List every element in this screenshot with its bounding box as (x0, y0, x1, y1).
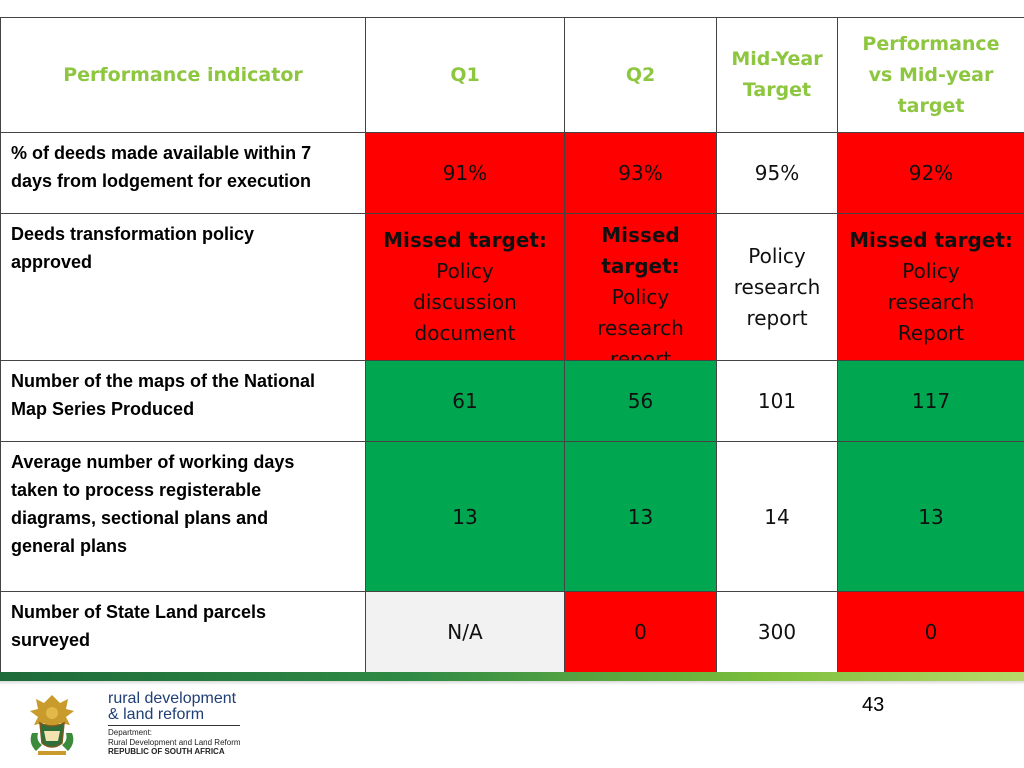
header-mid-year-target: Mid-Year Target (716, 17, 838, 133)
q2-value: 13 (564, 441, 717, 592)
performance-value: 92% (837, 132, 1024, 214)
table-row: Number of State Land parcels surveyed N/… (0, 591, 1024, 673)
q2-value: 93% (564, 132, 717, 214)
mid-year-target-value: Policy research report (716, 213, 838, 361)
indicator-cell: Average number of working days taken to … (0, 441, 366, 592)
mid-year-target-value: 95% (716, 132, 838, 214)
q2-value: 56 (564, 360, 717, 442)
header-performance-indicator: Performance indicator (0, 17, 366, 133)
header-performance-vs-mid-year: Performance vs Mid-year target (837, 17, 1024, 133)
q1-value: 61 (365, 360, 565, 442)
logo-title: rural development & land reform (108, 690, 237, 723)
department-logo: rural development & land reform Departme… (26, 691, 241, 761)
footer-color-band (0, 672, 1024, 681)
table-row: Number of the maps of the National Map S… (0, 360, 1024, 442)
indicator-cell: % of deeds made available within 7 days … (0, 132, 366, 214)
table-row: Average number of working days taken to … (0, 441, 1024, 592)
mid-year-target-value: 300 (716, 591, 838, 673)
table-row: % of deeds made available within 7 days … (0, 132, 1024, 214)
q2-value: 0 (564, 591, 717, 673)
mid-year-target-value: 14 (716, 441, 838, 592)
table-header-row: Performance indicator Q1 Q2 Mid-Year Tar… (0, 17, 1024, 133)
mid-year-target-value: 101 (716, 360, 838, 442)
indicator-cell: Deeds transformation policy approved (0, 213, 366, 361)
performance-value: 0 (837, 591, 1024, 673)
q2-value: Missed target: Policy research report (564, 213, 717, 361)
header-q2: Q2 (564, 17, 717, 133)
header-q1: Q1 (365, 17, 565, 133)
performance-table: Performance indicator Q1 Q2 Mid-Year Tar… (0, 17, 1024, 673)
q1-value: 13 (365, 441, 565, 592)
q1-value: N/A (365, 591, 565, 673)
indicator-cell: Number of State Land parcels surveyed (0, 591, 366, 673)
performance-value: Missed target: Policy research Report (837, 213, 1024, 361)
indicator-cell: Number of the maps of the National Map S… (0, 360, 366, 442)
logo-department-text: Department: Rural Development and Land R… (108, 728, 241, 756)
footer-divider (0, 681, 1024, 685)
logo-divider (108, 725, 240, 726)
coat-of-arms-icon (30, 695, 74, 755)
q1-value: 91% (365, 132, 565, 214)
performance-value: 13 (837, 441, 1024, 592)
performance-value: 117 (837, 360, 1024, 442)
page-number: 43 (862, 694, 885, 716)
table-row: Deeds transformation policy approved Mis… (0, 213, 1024, 361)
q1-value: Missed target: Policy discussion documen… (365, 213, 565, 361)
